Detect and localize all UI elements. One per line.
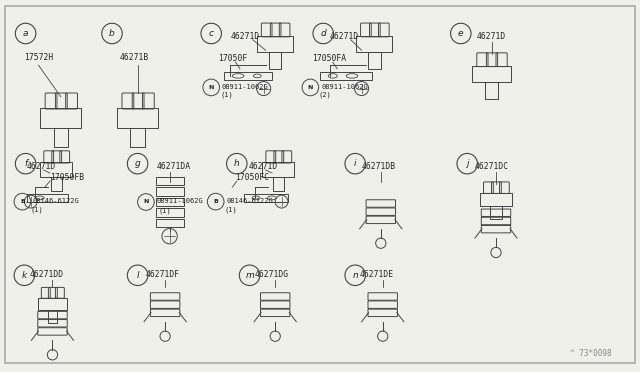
Bar — [117, 108, 158, 128]
Text: B: B — [213, 199, 218, 204]
Text: N: N — [209, 85, 214, 90]
Text: 17050FB: 17050FB — [50, 173, 84, 182]
Text: b: b — [109, 29, 115, 38]
Text: 08146-6122G: 08146-6122G — [33, 198, 79, 204]
Bar — [368, 52, 381, 69]
Text: 46271DD: 46271DD — [30, 270, 64, 279]
Bar — [51, 177, 62, 191]
Text: 46271D: 46271D — [230, 32, 260, 41]
Text: k: k — [22, 271, 27, 280]
Text: f: f — [24, 159, 27, 168]
Text: 46271DG: 46271DG — [255, 270, 289, 279]
Text: (1): (1) — [224, 206, 237, 213]
Bar — [156, 219, 184, 227]
Text: m: m — [245, 271, 254, 280]
Text: 08146-6122G: 08146-6122G — [227, 198, 273, 204]
Bar — [131, 128, 145, 147]
Text: 46271DF: 46271DF — [146, 270, 180, 279]
Bar — [156, 208, 184, 217]
Text: 46271D: 46271D — [27, 162, 56, 171]
Bar — [40, 162, 72, 177]
Bar — [480, 193, 512, 206]
Text: (1): (1) — [221, 92, 234, 98]
Bar — [224, 72, 272, 80]
Bar — [262, 162, 294, 177]
Bar — [156, 177, 184, 185]
Text: (1): (1) — [159, 207, 172, 214]
Bar — [356, 36, 392, 52]
Text: B: B — [20, 199, 25, 204]
Bar — [485, 82, 499, 99]
Bar — [490, 206, 502, 219]
Text: (1): (1) — [31, 206, 44, 213]
Text: 46271DC: 46271DC — [475, 162, 509, 171]
Bar — [156, 187, 184, 196]
Text: e: e — [458, 29, 463, 38]
Text: 08911-1062G: 08911-1062G — [321, 84, 368, 90]
Text: 46271DE: 46271DE — [360, 270, 394, 279]
Text: N: N — [143, 199, 148, 205]
Text: 17050FA: 17050FA — [312, 54, 346, 63]
Text: l: l — [136, 271, 139, 280]
Text: 46271D: 46271D — [477, 32, 506, 41]
Text: n: n — [353, 271, 358, 280]
Bar — [156, 198, 184, 206]
Bar — [269, 52, 282, 69]
Bar — [257, 36, 293, 52]
Text: a: a — [23, 29, 28, 38]
Text: g: g — [135, 159, 140, 168]
Bar — [27, 194, 68, 202]
Text: j: j — [466, 159, 468, 168]
Text: c: c — [209, 29, 214, 38]
Text: 08911-1062G: 08911-1062G — [157, 198, 204, 204]
Text: 46271DA: 46271DA — [157, 162, 191, 171]
Text: 46271D: 46271D — [248, 162, 278, 171]
Bar — [47, 310, 58, 323]
Text: 17050F: 17050F — [218, 54, 247, 63]
Text: ^ 73*0098: ^ 73*0098 — [570, 349, 611, 358]
Bar — [38, 298, 67, 310]
Text: 17572H: 17572H — [24, 52, 53, 61]
Text: 46271B: 46271B — [120, 52, 149, 61]
Bar — [273, 177, 284, 191]
Bar — [320, 72, 372, 80]
Text: 46271D: 46271D — [330, 32, 359, 41]
Text: N: N — [308, 85, 313, 90]
Bar — [472, 66, 511, 82]
Text: 08911-1062G: 08911-1062G — [221, 84, 268, 90]
Text: 46271DB: 46271DB — [362, 162, 396, 171]
Text: 17050FC: 17050FC — [236, 173, 269, 182]
Bar — [40, 108, 81, 128]
Bar — [54, 128, 68, 147]
Bar — [244, 194, 288, 202]
Text: d: d — [321, 29, 326, 38]
Text: (2): (2) — [318, 92, 331, 98]
Text: h: h — [234, 159, 239, 168]
Text: i: i — [354, 159, 356, 168]
